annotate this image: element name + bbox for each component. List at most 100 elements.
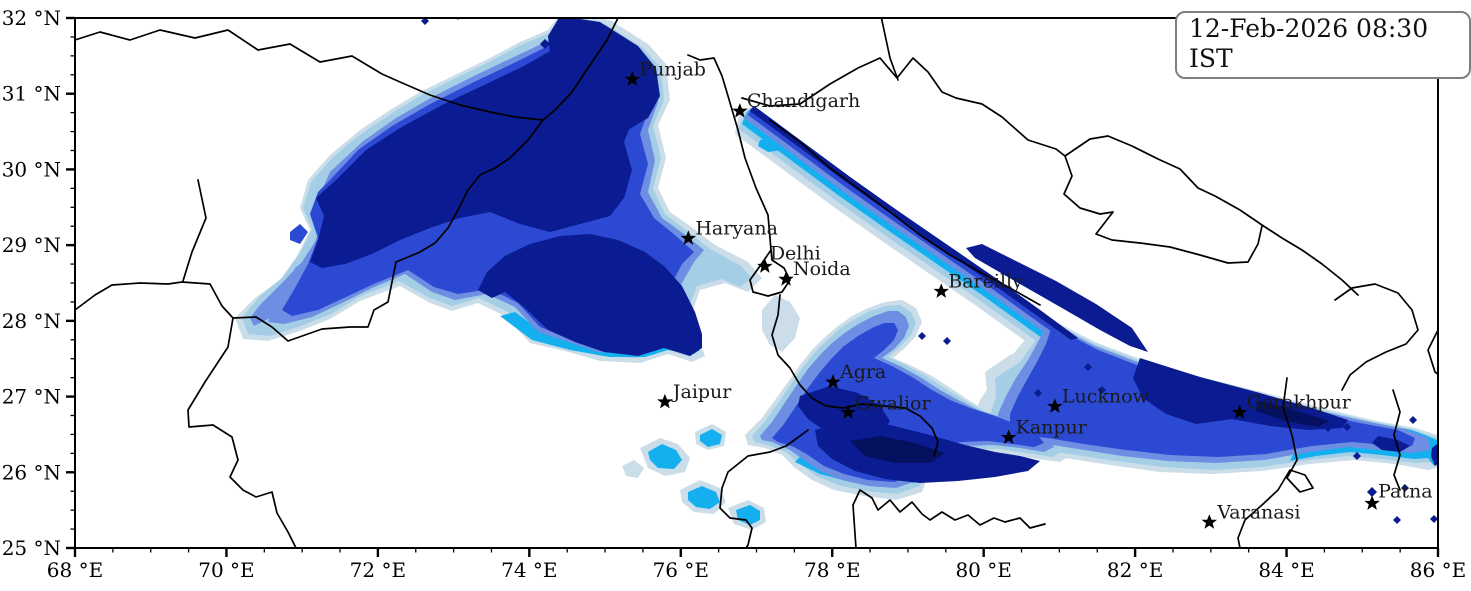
city-label: Varanasi (1216, 501, 1300, 523)
star-marker-icon (778, 271, 794, 286)
fog-contour (310, 40, 638, 268)
fog-contour (688, 486, 720, 509)
fog-dot (1401, 484, 1409, 492)
city-kanpur: Kanpur (1000, 416, 1088, 444)
x-tick-label: 82 °E (1107, 558, 1163, 582)
star-marker-icon (1201, 514, 1218, 529)
star-marker-icon (1364, 495, 1380, 510)
city-chandigarh: Chandigarh (732, 90, 860, 118)
y-tick-label: 29 °N (2, 233, 61, 257)
star-marker-icon (1047, 398, 1063, 413)
city-label: Gorakhpur (1247, 391, 1352, 413)
timestamp-badge: 12-Feb-2026 08:30 IST (1175, 11, 1471, 79)
city-label: Lucknow (1062, 385, 1150, 407)
fog-dot (1098, 386, 1106, 394)
fog-contour (798, 386, 890, 441)
city-label: Gwalior (855, 392, 931, 414)
fog-contour (966, 244, 1148, 352)
x-tick-label: 74 °E (501, 558, 557, 582)
fog-dot (421, 18, 429, 25)
y-tick-label: 30 °N (2, 157, 61, 181)
city-noida: Noida (778, 258, 851, 286)
y-tick-label: 32 °N (2, 6, 61, 30)
fog-layer-7 (850, 400, 1330, 463)
city-delhi: Delhi (757, 242, 821, 273)
fog-contour (1372, 436, 1410, 452)
axis-ticks (66, 16, 1440, 557)
boundary-line (1237, 377, 1314, 548)
star-marker-icon (680, 230, 697, 245)
boundary-line (75, 254, 414, 342)
fog-dot (540, 39, 550, 49)
boundary-line (852, 504, 857, 548)
y-tick-label: 26 °N (2, 460, 61, 484)
x-tick-label: 78 °E (804, 558, 860, 582)
fog-dot (1393, 516, 1401, 524)
boundary-line (741, 57, 1359, 296)
star-marker-icon (1231, 404, 1248, 419)
x-tick-label: 80 °E (955, 558, 1011, 582)
fog-dot (1367, 487, 1377, 497)
star-marker-icon (624, 71, 641, 86)
city-lucknow: Lucknow (1047, 385, 1150, 413)
city-gwalior: Gwalior (840, 392, 931, 419)
fog-contour (1431, 444, 1438, 466)
boundary-line (719, 429, 809, 548)
boundary-line (75, 29, 544, 121)
star-marker-icon (757, 258, 773, 273)
city-jaipur: Jaipur (657, 381, 732, 409)
city-label: Jaipur (671, 381, 732, 403)
y-tick-label: 25 °N (2, 536, 61, 560)
axis-labels: 68 °E 70 °E 72 °E 74 °E 76 °E 78 °E 80 °E 82 °E… (2, 6, 1467, 582)
fog-contour (478, 234, 702, 356)
city-label: Noida (793, 258, 851, 280)
boundary-line (852, 489, 1046, 529)
star-marker-icon (933, 283, 950, 298)
city-label: Chandigarh (747, 90, 860, 112)
plot-area (75, 18, 1438, 548)
y-tick-label: 27 °N (2, 385, 61, 409)
boundary-line (1063, 155, 1263, 264)
fog-dots (421, 18, 1438, 524)
fog-contour (548, 18, 660, 130)
y-tick-label: 31 °N (2, 82, 61, 106)
x-tick-label: 76 °E (653, 558, 709, 582)
boundary-line (1334, 283, 1419, 391)
fog-dot (1034, 389, 1042, 397)
city-haryana: Haryana (680, 217, 778, 245)
city-label: Patna (1378, 480, 1432, 502)
boundary-line (880, 18, 899, 81)
city-bareilly: Bareilly (933, 270, 1023, 298)
city-label: Agra (839, 361, 886, 383)
x-tick-label: 84 °E (1258, 558, 1314, 582)
x-tick-label: 72 °E (350, 558, 406, 582)
city-agra: Agra (825, 361, 886, 389)
fog-dot (1084, 363, 1092, 371)
fog-contour (290, 224, 308, 244)
boundary-line (769, 119, 1041, 306)
star-marker-icon (732, 103, 748, 118)
fog-contour (750, 106, 1078, 340)
fog-dot (1343, 423, 1351, 431)
boundary-line (687, 54, 791, 297)
fog-dot (1409, 416, 1417, 424)
city-label: Bareilly (948, 270, 1023, 292)
fog-dot (1430, 515, 1438, 523)
x-tick-label: 86 °E (1410, 558, 1466, 582)
x-tick-label: 68 °E (47, 558, 103, 582)
fog-contour (1256, 400, 1330, 427)
star-marker-icon (657, 393, 673, 409)
boundary-line (771, 294, 939, 457)
fog-dot (1353, 452, 1361, 460)
star-marker-icon (1000, 429, 1017, 444)
boundary-line (187, 317, 297, 548)
city-gorakhpur: Gorakhpur (1231, 391, 1352, 419)
star-marker-icon (825, 374, 841, 389)
fog-dot (918, 332, 926, 340)
city-label: Kanpur (1016, 416, 1088, 438)
state-boundaries (75, 18, 1438, 548)
